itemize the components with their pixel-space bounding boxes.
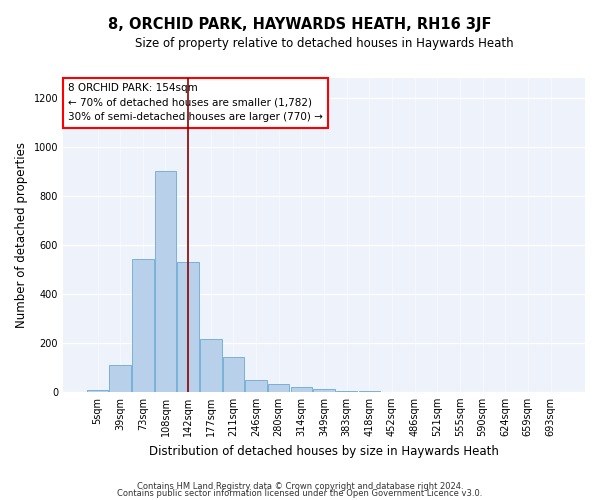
Bar (109, 365, 131, 392)
Title: Size of property relative to detached houses in Haywards Heath: Size of property relative to detached ho… (135, 38, 514, 51)
Bar (200, 339, 221, 392)
Text: 8 ORCHID PARK: 154sqm
← 70% of detached houses are smaller (1,782)
30% of semi-d: 8 ORCHID PARK: 154sqm ← 70% of detached … (68, 83, 323, 122)
Text: Contains HM Land Registry data © Crown copyright and database right 2024.: Contains HM Land Registry data © Crown c… (137, 482, 463, 491)
Bar (155, 171, 176, 392)
Text: Contains public sector information licensed under the Open Government Licence v3: Contains public sector information licen… (118, 490, 482, 498)
Bar (268, 384, 289, 392)
Bar (290, 387, 312, 392)
Bar (223, 358, 244, 392)
Bar (87, 390, 108, 392)
Text: 8, ORCHID PARK, HAYWARDS HEATH, RH16 3JF: 8, ORCHID PARK, HAYWARDS HEATH, RH16 3JF (108, 18, 492, 32)
X-axis label: Distribution of detached houses by size in Haywards Heath: Distribution of detached houses by size … (149, 444, 499, 458)
Bar (336, 390, 358, 392)
Bar (245, 380, 267, 392)
Bar (313, 390, 335, 392)
Bar (132, 260, 154, 392)
Bar (178, 262, 199, 392)
Y-axis label: Number of detached properties: Number of detached properties (15, 142, 28, 328)
